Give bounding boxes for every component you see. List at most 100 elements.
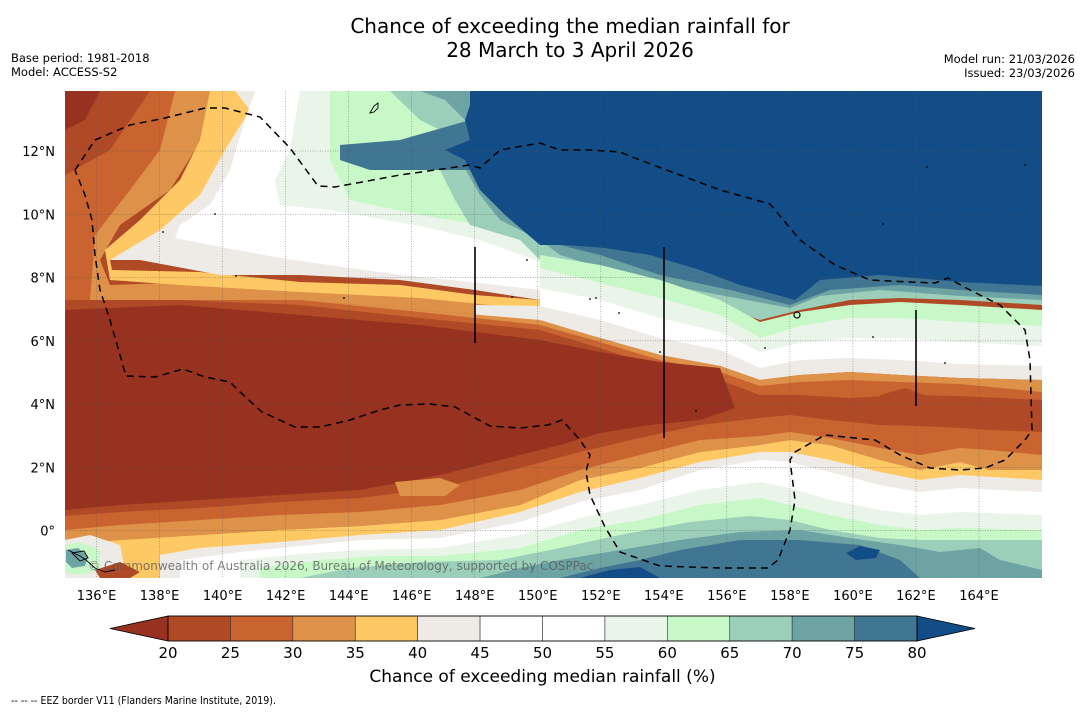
eez-border-path bbox=[74, 107, 1033, 569]
colorbar-tick-label: 35 bbox=[346, 644, 365, 662]
colorbar-outline bbox=[167, 615, 918, 642]
islet bbox=[526, 259, 528, 261]
colorbar-tick-label: 40 bbox=[408, 644, 427, 662]
colorbar-tick-label: 50 bbox=[533, 644, 552, 662]
colorbar bbox=[109, 615, 976, 642]
colorbar-segment bbox=[542, 615, 606, 642]
longitude-tick-label: 142°E bbox=[266, 589, 306, 604]
colorbar-segment bbox=[479, 615, 543, 642]
contour-bands bbox=[65, 91, 1042, 578]
copyright-text: © Commonwealth of Australia 2026, Bureau… bbox=[88, 559, 593, 573]
latitude-ticks: 12°N 10°N 8°N 6°N 4°N 2°N 0° bbox=[22, 145, 55, 539]
band-80plus-n bbox=[445, 91, 1042, 300]
islet bbox=[882, 223, 884, 225]
islet bbox=[511, 296, 513, 298]
issued-date: Issued: 23/03/2026 bbox=[964, 66, 1075, 80]
colorbar-segment bbox=[230, 615, 294, 642]
colorbar-tick-label: 55 bbox=[595, 644, 614, 662]
islet bbox=[1024, 164, 1026, 166]
band-25-blob2 bbox=[935, 405, 990, 418]
band-80plus-s2 bbox=[580, 567, 660, 578]
colorbar-segment bbox=[854, 615, 918, 642]
colorbar-segment bbox=[791, 615, 855, 642]
band-45-e bbox=[475, 305, 1042, 380]
longitude-tick-label: 158°E bbox=[770, 589, 810, 604]
band-lt20-s bbox=[65, 305, 735, 510]
longitude-tick-label: 144°E bbox=[329, 589, 369, 604]
colorbar-segment bbox=[729, 615, 793, 642]
colorbar-ticks: 20 25 30 35 40 45 50 55 60 65 70 75 80 bbox=[158, 644, 926, 662]
islet bbox=[343, 297, 345, 299]
colorbar-tick-label: 30 bbox=[283, 644, 302, 662]
band-40-n bbox=[105, 91, 540, 310]
islet bbox=[659, 351, 661, 353]
longitude-ticks: 136°E 138°E 140°E 142°E 144°E 146°E 148°E 150°E… bbox=[77, 589, 999, 604]
band-25-sw bbox=[95, 562, 140, 578]
colorbar-tick-label: 75 bbox=[845, 644, 864, 662]
title-line-1: Chance of exceeding the median rainfall … bbox=[350, 14, 790, 38]
longitude-tick-label: 160°E bbox=[833, 589, 873, 604]
longitude-tick-label: 154°E bbox=[644, 589, 684, 604]
band-35-n bbox=[90, 91, 540, 320]
island-outline bbox=[71, 550, 89, 562]
longitude-tick-label: 138°E bbox=[140, 589, 180, 604]
latitude-tick-label: 10°N bbox=[22, 208, 55, 223]
colorbar-title: Chance of exceeding median rainfall (%) bbox=[369, 667, 716, 687]
model-info: Base period: 1981-2018 Model: ACCESS-S2 bbox=[11, 51, 150, 79]
colorbar-tick-label: 45 bbox=[471, 644, 490, 662]
colorbar-segment bbox=[354, 615, 418, 642]
latitude-tick-label: 0° bbox=[40, 525, 55, 540]
coastlines bbox=[67, 102, 1026, 573]
latitude-tick-label: 2°N bbox=[31, 461, 56, 476]
islet bbox=[764, 347, 766, 349]
band-80plus-s bbox=[846, 546, 880, 560]
eez-borders bbox=[74, 107, 1033, 569]
longitude-tick-label: 162°E bbox=[896, 589, 936, 604]
colorbar-extend-low bbox=[109, 615, 169, 642]
colorbar-segment bbox=[292, 615, 356, 642]
islet bbox=[589, 298, 591, 300]
islet bbox=[944, 362, 946, 364]
colorbar-segment bbox=[604, 615, 668, 642]
new-guinea-coast bbox=[67, 549, 116, 573]
guam-island bbox=[369, 102, 379, 114]
colorbar-tick-label: 80 bbox=[907, 644, 926, 662]
colorbar-segment bbox=[167, 615, 231, 642]
band-lt20-nw bbox=[65, 91, 100, 130]
colorbar-tick-label: 20 bbox=[158, 644, 177, 662]
band-35-blob bbox=[395, 478, 460, 496]
longitude-tick-label: 148°E bbox=[455, 589, 495, 604]
islet bbox=[235, 275, 237, 277]
island-ring bbox=[793, 311, 801, 319]
islet bbox=[618, 312, 620, 314]
latitude-tick-label: 4°N bbox=[31, 398, 56, 413]
islet bbox=[695, 410, 697, 412]
latitude-tick-label: 8°N bbox=[31, 272, 56, 287]
band-75-s bbox=[560, 540, 920, 578]
latitude-tick-label: 6°N bbox=[31, 335, 56, 350]
longitude-tick-label: 146°E bbox=[392, 589, 432, 604]
colorbar-tick-label: 60 bbox=[658, 644, 677, 662]
colorbar-segment bbox=[417, 615, 481, 642]
longitude-tick-label: 152°E bbox=[581, 589, 621, 604]
longitude-tick-label: 150°E bbox=[518, 589, 558, 604]
colorbar-tick-label: 25 bbox=[221, 644, 240, 662]
longitude-tick-label: 140°E bbox=[203, 589, 243, 604]
islet bbox=[162, 231, 164, 233]
colorbar-tick-label: 65 bbox=[720, 644, 739, 662]
longitude-tick-label: 164°E bbox=[959, 589, 999, 604]
model-name: Model: ACCESS-S2 bbox=[11, 65, 118, 79]
colorbar-extend-high bbox=[916, 615, 976, 642]
islet bbox=[872, 336, 874, 338]
islet bbox=[595, 297, 597, 299]
run-info: Model run: 21/03/2026 Issued: 23/03/2026 bbox=[944, 52, 1075, 80]
latitude-tick-label: 12°N bbox=[22, 145, 55, 160]
longitude-tick-label: 136°E bbox=[77, 589, 117, 604]
islet bbox=[926, 166, 928, 168]
title-line-2: 28 March to 3 April 2026 bbox=[446, 38, 694, 62]
longitude-tick-label: 156°E bbox=[707, 589, 747, 604]
band-30-nw bbox=[65, 91, 240, 300]
map-title: Chance of exceeding the median rainfall … bbox=[0, 14, 1085, 62]
colorbar-tick-label: 70 bbox=[783, 644, 802, 662]
